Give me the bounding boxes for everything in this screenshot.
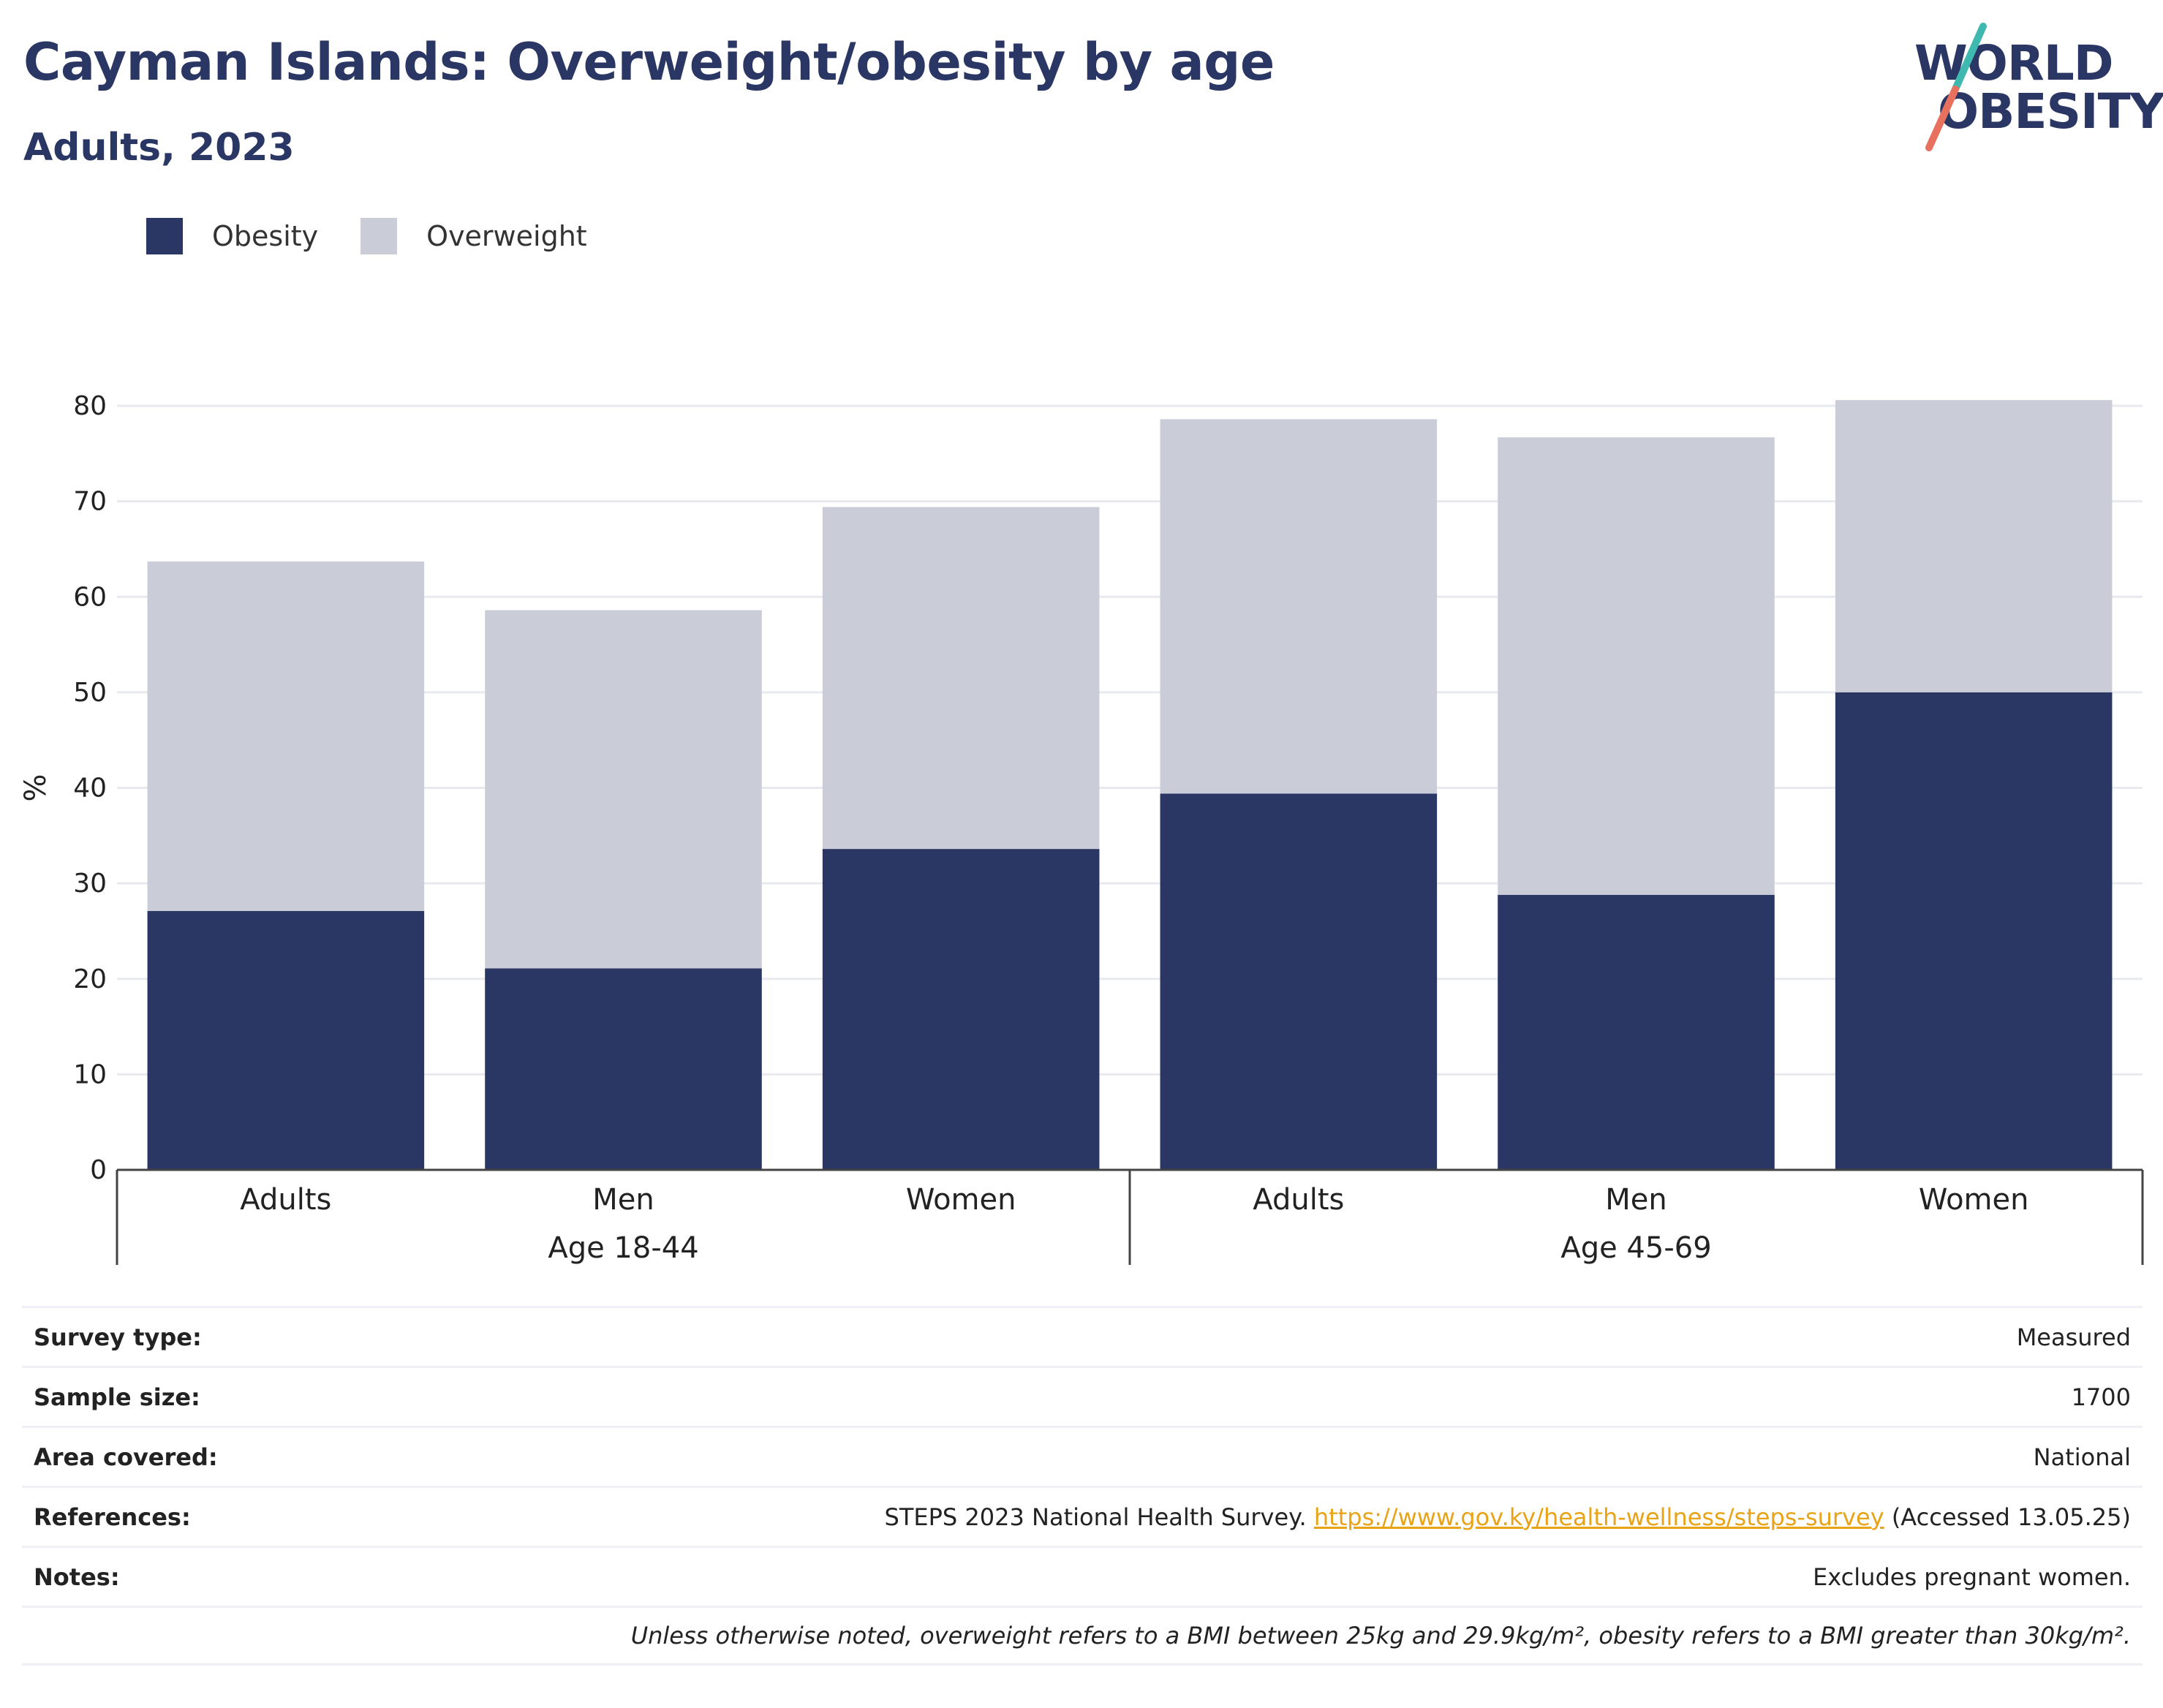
references-link[interactable]: https://www.gov.ky/health-wellness/steps… [1313,1503,1884,1531]
bar-overweight-4 [1498,437,1775,895]
legend-label-overweight: Overweight [426,220,587,252]
bar-overweight-3 [1160,419,1438,794]
bar-obesity-2 [822,849,1100,1170]
x-category-label-0: Adults [240,1183,331,1217]
info-row-survey-type: Survey type: Measured [22,1306,2143,1366]
y-tick-label-70: 70 [73,487,107,517]
logo-line-2: OBESITY [1938,83,2163,140]
bar-overweight-5 [1835,400,2113,692]
bar-obesity-0 [147,911,425,1170]
x-category-label-5: Women [1919,1183,2029,1217]
notes-value: Excludes pregnant women. [1813,1562,2131,1591]
y-axis-title: % [19,774,53,801]
x-category-label-2: Women [906,1183,1016,1217]
bar-overweight-0 [147,561,425,912]
area-covered-label: Area covered: [34,1443,218,1471]
y-tick-label-0: 0 [90,1155,107,1185]
bmi-footnote: Unless otherwise noted, overweight refer… [630,1622,2131,1650]
bar-overweight-2 [822,507,1100,850]
legend-label-obesity: Obesity [212,220,319,252]
bar-obesity-5 [1835,692,2113,1170]
info-row-area: Area covered: National [22,1426,2143,1486]
x-category-label-1: Men [592,1183,654,1217]
chart-title: Cayman Islands: Overweight/obesity by ag… [23,32,1275,92]
bar-obesity-4 [1498,894,1775,1170]
info-row-sample-size: Sample size: 1700 [22,1366,2143,1426]
survey-type-label: Survey type: [34,1323,202,1351]
survey-type-value: Measured [2016,1323,2131,1351]
sample-size-label: Sample size: [34,1383,200,1411]
y-tick-label-30: 30 [73,869,107,899]
legend-item-obesity[interactable]: Obesity [146,218,318,254]
references-label: References: [34,1503,191,1531]
references-suffix: (Accessed 13.05.25) [1884,1503,2131,1531]
y-tick-label-40: 40 [73,774,107,804]
stacked-bar-chart: 0 10 20 30 40 50 60 70 80% Adults Men Women Adults Me… [19,391,2144,1265]
legend-swatch-obesity [146,218,183,254]
survey-info-table: Survey type: Measured Sample size: 1700 … [22,1306,2143,1666]
y-tick-label-50: 50 [73,678,107,708]
legend-swatch-overweight [360,218,398,254]
logo-line-1: WORLD [1914,35,2114,91]
x-category-label-4: Men [1605,1183,1666,1217]
bar-overweight-1 [485,610,762,969]
references-prefix: STEPS 2023 National Health Survey. [884,1503,1314,1531]
y-tick-label-20: 20 [73,964,107,994]
y-tick-label-10: 10 [73,1059,107,1089]
area-covered-value: National [2033,1443,2131,1471]
chart-subtitle: Adults, 2023 [23,126,295,170]
bar-obesity-3 [1160,793,1438,1170]
chart-legend: Obesity Overweight [146,218,630,254]
info-row-references: References: STEPS 2023 National Health S… [22,1486,2143,1546]
x-group-label-1: Age 45-69 [1560,1231,1711,1265]
x-group-label-0: Age 18-44 [548,1231,698,1265]
world-obesity-logo: WORLD OBESITY [1909,22,2163,154]
info-row-footnote: Unless otherwise noted, overweight refer… [22,1606,2143,1666]
x-category-label-3: Adults [1253,1183,1344,1217]
legend-item-overweight[interactable]: Overweight [360,218,587,254]
y-tick-label-80: 80 [73,391,107,421]
y-tick-label-60: 60 [73,582,107,612]
notes-label: Notes: [34,1562,120,1591]
references-value: STEPS 2023 National Health Survey. https… [885,1503,2143,1531]
bar-obesity-1 [485,968,762,1170]
logo-slash-icon [1925,23,1987,151]
info-row-notes: Notes: Excludes pregnant women. [22,1546,2143,1606]
sample-size-value: 1700 [2071,1383,2131,1411]
